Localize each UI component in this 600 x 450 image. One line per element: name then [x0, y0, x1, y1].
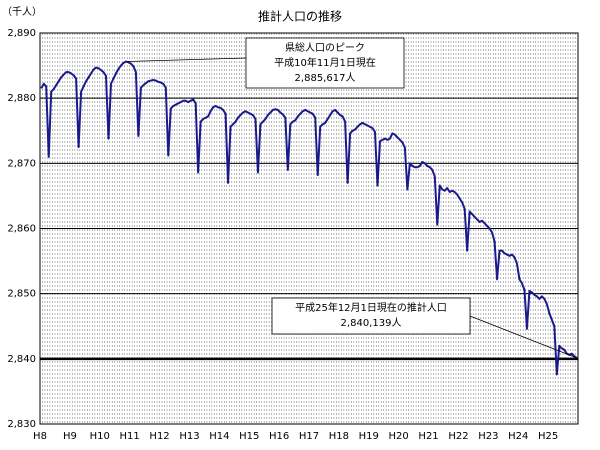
x-tick-label: H24 — [508, 431, 528, 442]
x-tick-label: H15 — [239, 431, 259, 442]
x-tick-label: H20 — [389, 431, 409, 442]
x-tick-label: H13 — [179, 431, 199, 442]
x-tick-label: H21 — [418, 431, 438, 442]
x-tick-label: H22 — [448, 431, 468, 442]
y-tick-label: 2,830 — [7, 419, 36, 430]
annotation-box — [245, 37, 405, 89]
chart-title: 推計人口の推移 — [258, 9, 342, 24]
y-tick-label: 2,850 — [7, 289, 36, 300]
data-line — [40, 60, 578, 376]
x-tick-label: H14 — [209, 431, 229, 442]
x-tick-label: H11 — [120, 431, 140, 442]
x-tick-label: H9 — [63, 431, 77, 442]
annotation-leader — [125, 57, 247, 62]
annotation-text: 2,840,139人 — [341, 317, 402, 329]
y-tick-label: 2,890 — [7, 28, 36, 39]
y-tick-label: 2,840 — [7, 354, 36, 365]
x-tick-label: H16 — [269, 431, 289, 442]
annotation-leader — [469, 315, 577, 359]
y-tick-label: 2,880 — [7, 93, 36, 104]
x-tick-label: H25 — [538, 431, 558, 442]
annotation-text: 平成25年12月1日現在の推計人口 — [295, 301, 447, 314]
annotation-text: 2,885,617人 — [295, 72, 356, 84]
y-unit-label: （千人） — [2, 6, 42, 18]
x-tick-label: H18 — [329, 431, 349, 442]
annotation-text: 県総人口のピーク — [285, 41, 365, 54]
annotation-box — [271, 297, 471, 335]
x-tick-label: H19 — [359, 431, 379, 442]
x-tick-label: H10 — [90, 431, 110, 442]
x-tick-label: H17 — [299, 431, 319, 442]
x-tick-label: H8 — [33, 431, 47, 442]
annotation-text: 平成10年11月1日現在 — [274, 56, 376, 69]
x-tick-label: H12 — [149, 431, 169, 442]
y-tick-label: 2,870 — [7, 158, 36, 169]
x-tick-label: H23 — [478, 431, 498, 442]
y-tick-label: 2,860 — [7, 224, 36, 235]
